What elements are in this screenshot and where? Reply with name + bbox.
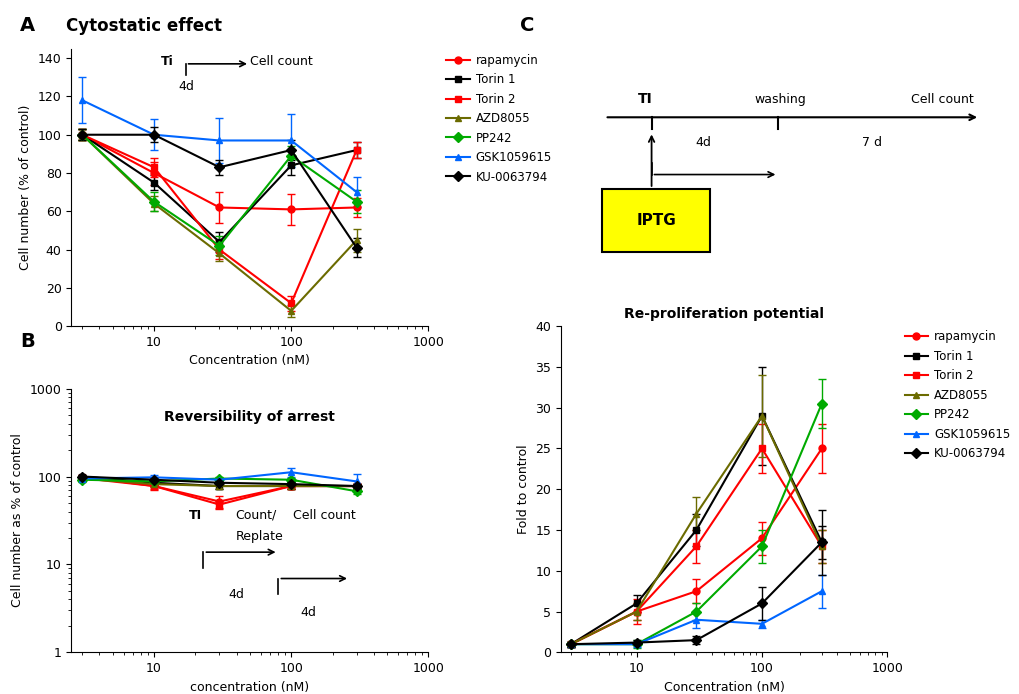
X-axis label: Concentration (nM): Concentration (nM) xyxy=(663,681,784,693)
Text: washing: washing xyxy=(754,93,806,106)
Text: Cell count: Cell count xyxy=(292,509,356,522)
Y-axis label: Fold to control: Fold to control xyxy=(517,444,529,534)
X-axis label: Concentration (nM): Concentration (nM) xyxy=(190,355,310,367)
Text: TI: TI xyxy=(637,92,651,106)
Legend: rapamycin, Torin 1, Torin 2, AZD8055, PP242, GSK1059615, KU-0063794: rapamycin, Torin 1, Torin 2, AZD8055, PP… xyxy=(899,325,1014,465)
Text: Cytostatic effect: Cytostatic effect xyxy=(66,17,222,35)
Text: Ti: Ti xyxy=(161,55,173,67)
Text: Cell count: Cell count xyxy=(910,93,973,106)
X-axis label: concentration (nM): concentration (nM) xyxy=(191,681,309,693)
Text: Count/: Count/ xyxy=(235,509,276,522)
Y-axis label: Cell number (% of control): Cell number (% of control) xyxy=(19,105,33,270)
Text: TI: TI xyxy=(190,509,202,522)
Y-axis label: Cell number as % of control: Cell number as % of control xyxy=(11,434,24,607)
Text: 7 d: 7 d xyxy=(861,136,881,149)
Text: 4d: 4d xyxy=(228,588,245,601)
Title: Re-proliferation potential: Re-proliferation potential xyxy=(624,307,823,321)
Text: Reversibility of arrest: Reversibility of arrest xyxy=(164,409,335,424)
Text: 4d: 4d xyxy=(178,80,195,92)
Text: C: C xyxy=(520,16,534,35)
Text: IPTG: IPTG xyxy=(636,213,676,228)
Text: Cell count: Cell count xyxy=(250,55,313,67)
Text: 4d: 4d xyxy=(300,607,316,619)
Text: B: B xyxy=(20,332,35,351)
FancyBboxPatch shape xyxy=(601,189,709,252)
Text: Replate: Replate xyxy=(235,530,283,543)
Text: A: A xyxy=(20,16,36,35)
Text: 4d: 4d xyxy=(695,136,710,149)
Legend: rapamycin, Torin 1, Torin 2, AZD8055, PP242, GSK1059615, KU-0063794: rapamycin, Torin 1, Torin 2, AZD8055, PP… xyxy=(441,49,556,188)
